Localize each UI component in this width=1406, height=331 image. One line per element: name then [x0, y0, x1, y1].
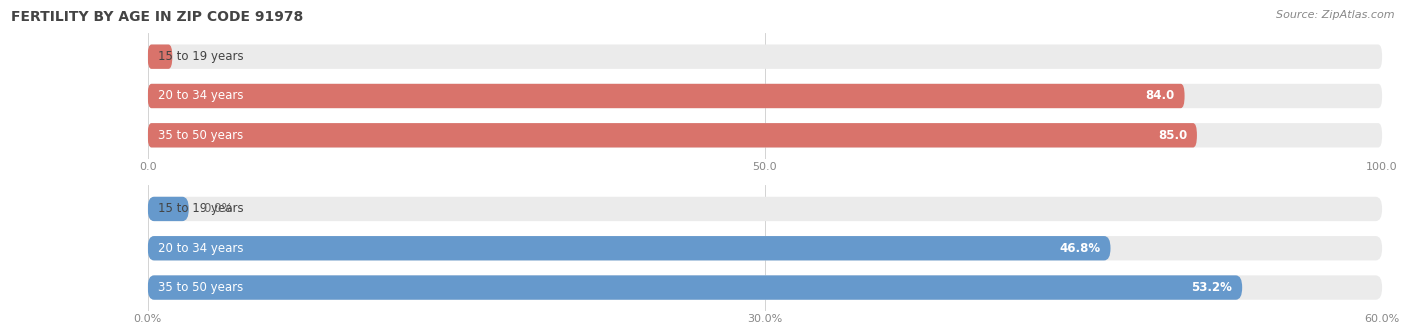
FancyBboxPatch shape	[148, 197, 188, 221]
Text: 53.2%: 53.2%	[1191, 281, 1232, 294]
Text: 20 to 34 years: 20 to 34 years	[157, 242, 243, 255]
FancyBboxPatch shape	[148, 84, 1185, 108]
FancyBboxPatch shape	[148, 236, 1382, 260]
FancyBboxPatch shape	[148, 84, 1382, 108]
Text: 85.0: 85.0	[1157, 129, 1187, 142]
Text: 20 to 34 years: 20 to 34 years	[157, 89, 243, 103]
Text: 84.0: 84.0	[1146, 89, 1174, 103]
Text: 15 to 19 years: 15 to 19 years	[157, 203, 243, 215]
Text: 35 to 50 years: 35 to 50 years	[157, 281, 243, 294]
Text: Source: ZipAtlas.com: Source: ZipAtlas.com	[1277, 10, 1395, 20]
FancyBboxPatch shape	[148, 236, 1111, 260]
Text: 35 to 50 years: 35 to 50 years	[157, 129, 243, 142]
FancyBboxPatch shape	[148, 275, 1241, 300]
FancyBboxPatch shape	[148, 197, 1382, 221]
Text: FERTILITY BY AGE IN ZIP CODE 91978: FERTILITY BY AGE IN ZIP CODE 91978	[11, 10, 304, 24]
FancyBboxPatch shape	[148, 123, 1197, 148]
FancyBboxPatch shape	[148, 275, 1382, 300]
Text: 0.0%: 0.0%	[204, 203, 233, 215]
FancyBboxPatch shape	[148, 44, 1382, 69]
Text: 46.8%: 46.8%	[1060, 242, 1101, 255]
Text: 15 to 19 years: 15 to 19 years	[157, 50, 243, 63]
FancyBboxPatch shape	[148, 44, 173, 69]
FancyBboxPatch shape	[148, 123, 1382, 148]
